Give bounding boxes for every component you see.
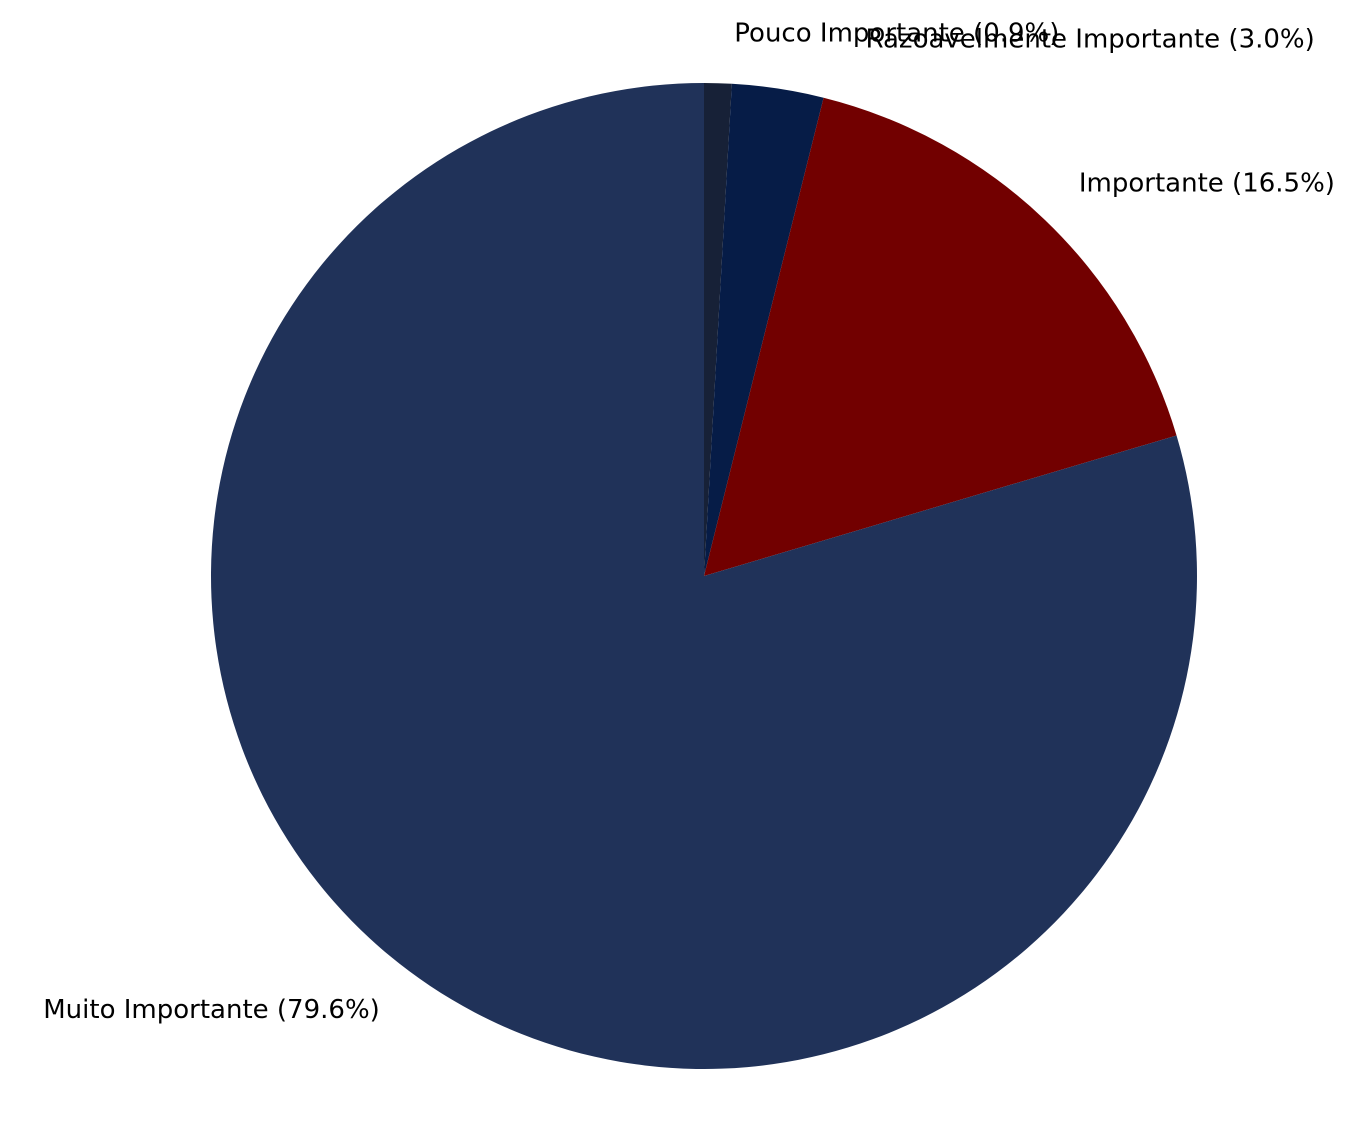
pie-slice-1 (704, 83, 824, 576)
pie-label-0: Pouco Importante (0.9%) (734, 18, 1059, 48)
pie-labels: Pouco Importante (0.9%)Razoavelmente Imp… (43, 18, 1335, 1025)
pie-slice-3 (210, 83, 1197, 1069)
pie-slice-2 (704, 97, 1177, 576)
pie-slices (210, 83, 1197, 1069)
pie-slice-0 (704, 83, 732, 576)
pie-label-1: Razoavelmente Importante (3.0%) (866, 24, 1315, 54)
pie-label-2: Importante (16.5%) (1079, 169, 1335, 199)
pie-label-3: Muito Importante (79.6%) (43, 995, 380, 1025)
